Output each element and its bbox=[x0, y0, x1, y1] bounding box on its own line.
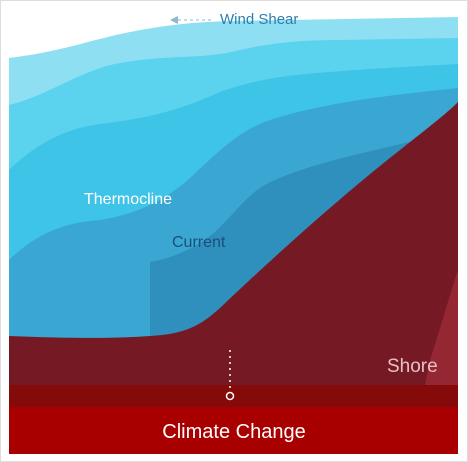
shore-slope bbox=[9, 102, 458, 400]
marker-circle bbox=[225, 391, 235, 401]
climate-change-label: Climate Change bbox=[162, 421, 306, 443]
wind-shear-label: Wind Shear bbox=[220, 11, 299, 28]
wind-shear-arrow-icon bbox=[170, 16, 212, 24]
climate-change-bar bbox=[9, 407, 458, 454]
shore-highlight bbox=[425, 270, 458, 385]
current-label: Current bbox=[172, 234, 226, 251]
thermocline-label: Thermocline bbox=[84, 191, 173, 208]
shore-label: Shore bbox=[387, 356, 438, 377]
